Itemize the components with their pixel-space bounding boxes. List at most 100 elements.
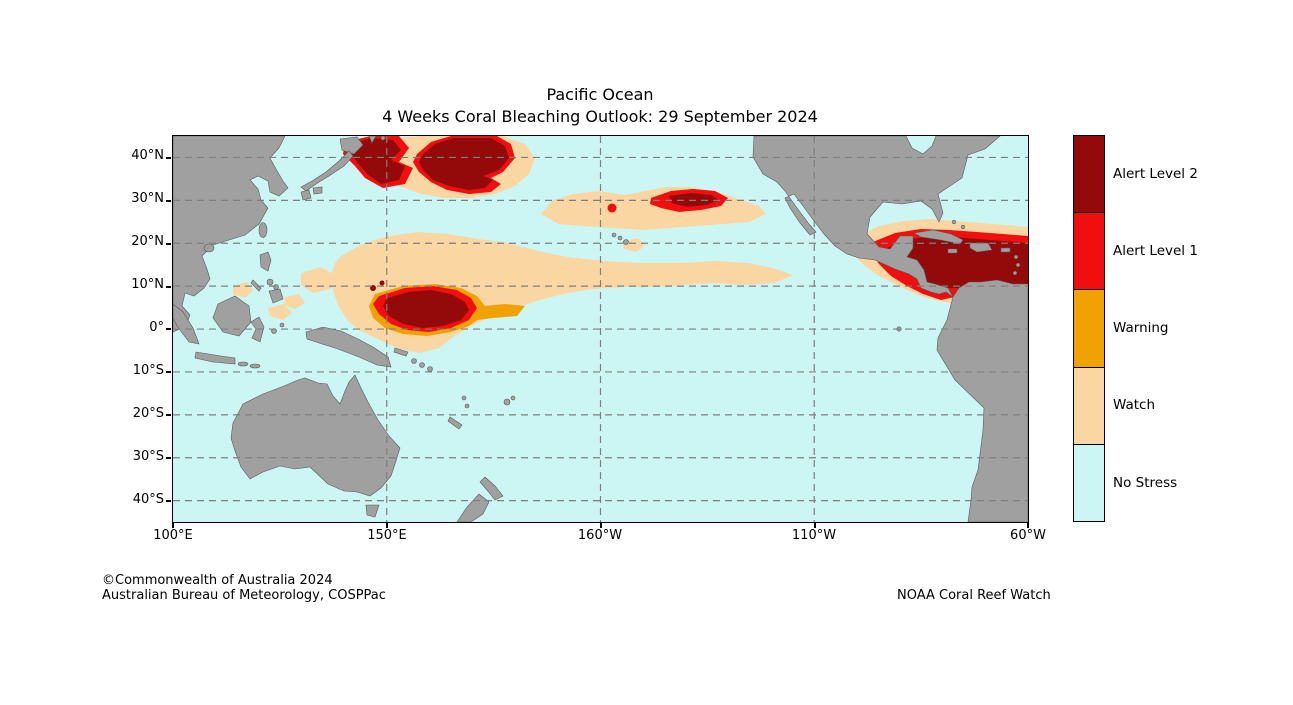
x-tick-100e: [172, 523, 174, 528]
title-line-2: 4 Weeks Coral Bleaching Outlook: 29 Sept…: [382, 107, 818, 126]
watch-celebes-sea: [268, 304, 292, 320]
land-new-guinea: [305, 326, 392, 368]
land-lesser-antilles-3: [1012, 270, 1018, 276]
title-line-1: Pacific Ocean: [546, 85, 654, 104]
lon-tick-label-150e: 150°E: [367, 528, 407, 543]
y-tick-0: [166, 328, 171, 330]
land-moluccas-2: [279, 322, 285, 328]
legend-swatch-alert-level-1: [1074, 213, 1104, 291]
land-visayas-2: [273, 284, 279, 290]
land-solomon-3: [427, 366, 433, 372]
land-solomon-2: [419, 362, 425, 368]
land-fiji-2: [510, 395, 516, 401]
lon-tick-label-110w: 110°W: [791, 528, 837, 543]
land-south-america: [936, 279, 1028, 522]
lon-tick-label-60w: 60°W: [1010, 528, 1046, 543]
x-tick-110w: [814, 523, 816, 528]
alert2-japan-east: [349, 138, 405, 184]
land-mindanao: [268, 288, 284, 304]
land-new-britain: [393, 347, 409, 357]
y-tick-40s: [166, 500, 171, 502]
pacific-map: [173, 136, 1028, 522]
alert2-equatorial-west: [383, 290, 469, 328]
land-kuril-2: [380, 136, 386, 141]
map-frame: [172, 135, 1029, 523]
y-tick-30s: [166, 457, 171, 459]
land-lesser-antilles-1: [1013, 254, 1019, 260]
y-tick-40n: [166, 157, 171, 159]
y-tick-10s: [166, 371, 171, 373]
legend-swatch-warning: [1074, 290, 1104, 368]
land-hispaniola: [969, 242, 993, 253]
land-australia: [230, 374, 401, 497]
land-kyushu: [300, 189, 312, 201]
land-nz-north-island: [479, 476, 504, 501]
legend-label-alert-level-2: Alert Level 2: [1113, 166, 1198, 182]
legend-swatch-watch: [1074, 367, 1104, 445]
lat-tick-label-0: 0°: [149, 320, 164, 335]
land-cuba: [913, 229, 964, 245]
land-luzon: [259, 251, 272, 272]
watch-philippine-sea-2: [284, 294, 305, 309]
land-new-caledonia: [447, 416, 463, 430]
lat-tick-label-40s: 40°S: [132, 492, 164, 507]
land-lesser-antilles-2: [1015, 262, 1021, 268]
legend-swatch-no-stress: [1074, 444, 1104, 522]
land-nz-south-island: [456, 493, 490, 522]
land-tasmania: [365, 504, 380, 518]
land-hokkaido: [339, 136, 364, 155]
land-hainan: [203, 243, 215, 253]
land-hawaii-2: [617, 235, 623, 241]
lat-tick-label-10s: 10°S: [132, 363, 164, 378]
land-hawaii-3: [623, 239, 629, 245]
legend-label-warning: Warning: [1113, 320, 1169, 336]
lon-tick-label-100e: 100°E: [153, 528, 193, 543]
alert2-speck-2: [379, 280, 385, 286]
land-taiwan: [258, 222, 268, 238]
land-palawan: [250, 279, 262, 292]
legend-label-no-stress: No Stress: [1113, 475, 1178, 491]
y-tick-30n: [166, 200, 171, 202]
y-tick-20n: [166, 243, 171, 245]
y-tick-10n: [166, 286, 171, 288]
land-lesser-sunda-2: [249, 363, 261, 369]
land-asia: [173, 136, 289, 333]
x-tick-60w: [1027, 523, 1029, 528]
lat-tick-label-30s: 30°S: [132, 449, 164, 464]
land-fiji-1: [503, 398, 511, 406]
land-sumatra: [173, 303, 200, 345]
legend: [1073, 135, 1105, 522]
noaa-attribution-text: NOAA Coral Reef Watch: [897, 588, 1051, 603]
alert2-nw-pacific: [419, 138, 509, 190]
lat-tick-label-40n: 40°N: [131, 148, 164, 163]
x-tick-160w: [600, 523, 602, 528]
land-solomon-1: [411, 358, 417, 364]
land-hawaii-1: [611, 232, 617, 238]
land-bahamas-1: [951, 219, 957, 225]
land-vanuatu-2: [464, 403, 470, 409]
lat-tick-label-20n: 20°N: [131, 234, 164, 249]
land-vanuatu-1: [461, 395, 467, 401]
land-java: [194, 351, 236, 365]
y-tick-20s: [166, 414, 171, 416]
lon-tick-label-160w: 160°W: [577, 528, 623, 543]
legend-swatch-alert-level-2: [1074, 136, 1104, 214]
alert1-central-dot: [607, 203, 617, 213]
lat-tick-label-20s: 20°S: [132, 406, 164, 421]
land-visayas-1: [266, 278, 274, 286]
gridlines: [173, 136, 1028, 522]
land-kuril-1: [368, 136, 377, 144]
land-shikoku: [312, 186, 323, 195]
land-lesser-sunda-1: [237, 361, 249, 367]
x-tick-150e: [386, 523, 388, 528]
legend-label-alert-level-1: Alert Level 1: [1113, 243, 1198, 259]
map-title: Pacific Ocean 4 Weeks Coral Bleaching Ou…: [172, 84, 1028, 128]
land-puerto-rico: [1000, 247, 1011, 253]
lat-tick-label-30n: 30°N: [131, 191, 164, 206]
bureau-attribution-text: Australian Bureau of Meteorology, COSPPa…: [102, 588, 386, 603]
legend-label-watch: Watch: [1113, 397, 1156, 413]
lat-tick-label-10n: 10°N: [131, 277, 164, 292]
copyright-text: ©Commonwealth of Australia 2024: [102, 573, 333, 588]
land-bahamas-2: [960, 224, 966, 230]
